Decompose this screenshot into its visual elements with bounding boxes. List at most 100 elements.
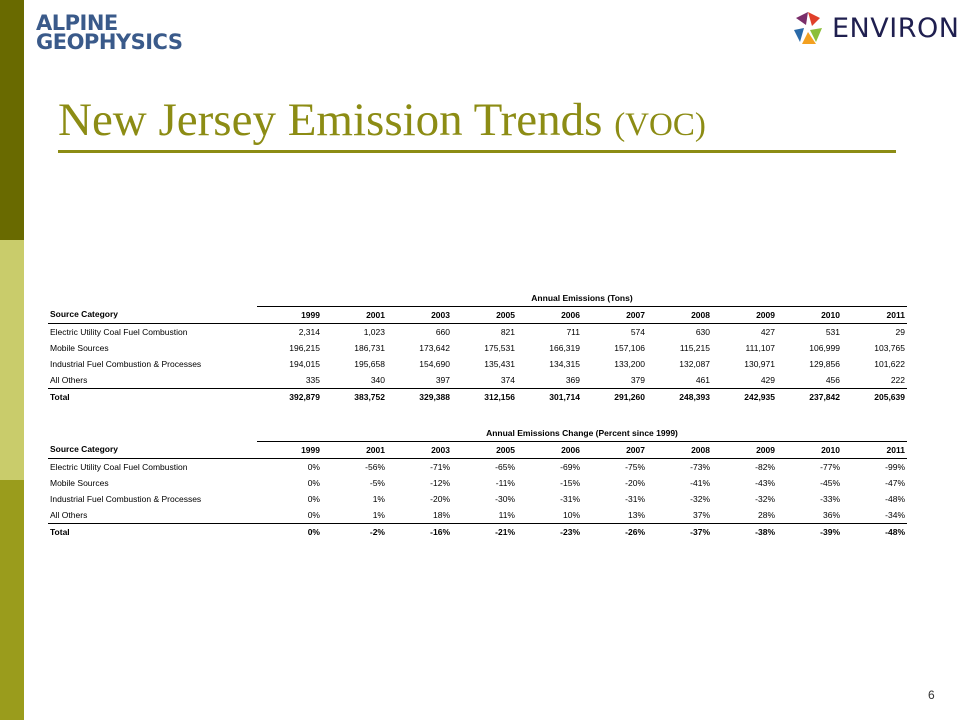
table-cell: 222 <box>842 371 907 389</box>
table-cell: -71% <box>430 461 450 472</box>
table-cell: -31% <box>560 493 580 504</box>
table-cell: -73% <box>690 461 710 472</box>
year-header: 2010 <box>777 305 842 324</box>
table-cell: -37% <box>690 526 710 537</box>
alpine-logo-line1: ALPINE <box>36 11 118 35</box>
year-header: 2006 <box>517 305 582 324</box>
table-cell: -38% <box>755 526 775 537</box>
environ-logo-text: ENVIRON <box>832 12 960 44</box>
table-cell: 335 <box>257 371 322 389</box>
environ-mark-icon <box>794 12 822 44</box>
table-cell: -43% <box>755 477 775 488</box>
table-cell: -2% <box>369 526 385 537</box>
table-row: Mobile Sources 0% -5% -12% -11% -15% -20… <box>48 475 907 491</box>
table-row: All Others 0% 1% 18% 11% 10% 13% 37% 28%… <box>48 506 907 524</box>
alpine-geophysics-logo: ALPINE GEOPHYSICS <box>36 11 183 54</box>
alpine-logo-line2: GEOPHYSICS <box>36 30 183 54</box>
table-cell: 461 <box>647 371 712 389</box>
table-cell: 166,319 <box>549 342 580 353</box>
table-cell: -5% <box>369 477 385 488</box>
page-number: 6 <box>928 688 935 702</box>
table-cell: 13% <box>582 506 647 524</box>
year-header: 1999 <box>257 440 322 459</box>
table-cell: 132,087 <box>679 358 710 369</box>
title-sub: (VOC) <box>614 107 706 143</box>
table-cell: 1,023 <box>363 326 385 337</box>
table-cell: 427 <box>760 326 775 337</box>
table-cell: 392,879 <box>289 391 320 402</box>
table-cell: 383,752 <box>354 391 385 402</box>
table-cell: -39% <box>820 526 840 537</box>
table-cell: 630 <box>695 326 710 337</box>
table-cell: 312,156 <box>484 391 515 402</box>
total-row: Total 0% -2% -16% -21% -23% -26% -37% -3… <box>48 523 907 540</box>
year-header: 2003 <box>387 305 452 324</box>
year-header: 2007 <box>582 440 647 459</box>
table-cell: -47% <box>885 477 905 488</box>
year-header: 2005 <box>452 305 517 324</box>
table-caption-row: Annual Emissions (Tons) <box>48 290 907 306</box>
year-header: 2011 <box>842 440 907 459</box>
table-cell: -77% <box>820 461 840 472</box>
table-cell: 196,215 <box>289 342 320 353</box>
table-cell: 711 <box>566 326 580 337</box>
table-cell: -26% <box>625 526 645 537</box>
category-header: Source Category <box>48 306 257 324</box>
row-category: Industrial Fuel Combustion & Processes <box>50 493 202 504</box>
table-cell: 129,856 <box>809 358 840 369</box>
row-category: Mobile Sources <box>50 477 109 488</box>
row-category: Electric Utility Coal Fuel Combustion <box>50 326 188 337</box>
table-row: Electric Utility Coal Fuel Combustion 0%… <box>48 458 907 475</box>
table-cell: 134,315 <box>549 358 580 369</box>
table-cell: 101,622 <box>874 358 905 369</box>
table-cell: 130,971 <box>744 358 775 369</box>
table-cell: -45% <box>820 477 840 488</box>
category-header: Source Category <box>48 441 257 459</box>
year-header: 2007 <box>582 305 647 324</box>
table-cell: 135,431 <box>484 358 515 369</box>
emissions-tons-table: Annual Emissions (Tons) Source Category … <box>48 290 907 405</box>
table-cell: -20% <box>430 493 450 504</box>
table-cell: 28% <box>712 506 777 524</box>
emissions-change-table: Annual Emissions Change (Percent since 1… <box>48 425 907 540</box>
table-cell: 0% <box>307 493 320 504</box>
table-cell: -30% <box>495 493 515 504</box>
year-header: 2011 <box>842 305 907 324</box>
table-cell: 115,215 <box>679 342 710 353</box>
table-cell: 0% <box>307 477 320 488</box>
table-cell: 237,842 <box>809 391 840 402</box>
table-cell: 10% <box>517 506 582 524</box>
year-header: 2005 <box>452 440 517 459</box>
table-cell: 186,731 <box>354 342 385 353</box>
table-cell: 173,642 <box>419 342 450 353</box>
table-cell: 205,639 <box>874 391 905 402</box>
year-header: 2010 <box>777 440 842 459</box>
page-title: New Jersey Emission Trends (VOC) <box>58 92 706 153</box>
table-cell: -56% <box>365 461 385 472</box>
year-header: 2001 <box>322 305 387 324</box>
table-cell: 1% <box>322 506 387 524</box>
table-cell: 429 <box>712 371 777 389</box>
table-cell: 133,200 <box>614 358 645 369</box>
row-category: Industrial Fuel Combustion & Processes <box>50 358 202 369</box>
side-bar-dark <box>0 0 24 240</box>
table-cell: 106,999 <box>809 342 840 353</box>
row-category: Mobile Sources <box>50 342 109 353</box>
year-header: 2009 <box>712 305 777 324</box>
table-cell: 195,658 <box>354 358 385 369</box>
year-header: 2003 <box>387 440 452 459</box>
table-cell: 531 <box>825 326 840 337</box>
table-cell: -34% <box>842 506 907 524</box>
row-category: All Others <box>48 371 257 389</box>
table-cell: -31% <box>625 493 645 504</box>
table-cell: -16% <box>430 526 450 537</box>
table-cell: 154,690 <box>419 358 450 369</box>
table-cell: -65% <box>495 461 515 472</box>
title-main: New Jersey Emission Trends <box>58 94 603 146</box>
table-cell: 1% <box>372 493 385 504</box>
table-cell: -32% <box>755 493 775 504</box>
table-cell: -12% <box>430 477 450 488</box>
table-cell: 574 <box>630 326 645 337</box>
table-cell: 340 <box>322 371 387 389</box>
table-cell: 29 <box>895 326 905 337</box>
